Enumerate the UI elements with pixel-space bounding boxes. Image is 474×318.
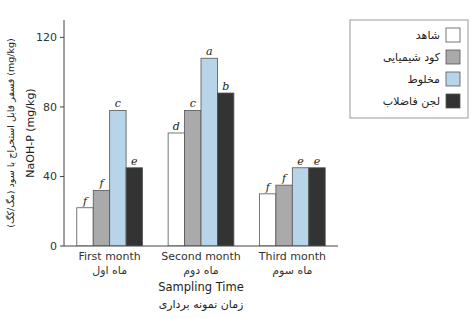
- x-axis-label-fa: زمان نمونه برداری: [159, 298, 244, 311]
- x-tick-label: Third month: [258, 250, 326, 263]
- bar: [309, 168, 325, 246]
- bar: [110, 110, 126, 246]
- bar-annotation: f: [82, 195, 89, 208]
- bar-annotation: a: [206, 45, 213, 58]
- y-axis-label: NaOH-P (mg/kg): [24, 88, 37, 177]
- bar-annotation: f: [281, 172, 288, 185]
- y-tick-label: 40: [43, 170, 57, 183]
- x-category-annotation: ماه اول: [92, 264, 127, 277]
- bar: [77, 208, 93, 246]
- bar-annotation: e: [314, 155, 321, 168]
- bar: [168, 133, 184, 246]
- bar: [276, 185, 292, 246]
- y-tick: [60, 176, 64, 177]
- chart: fdffcfcaeebe04080120First monthSecond mo…: [0, 0, 474, 318]
- legend-swatch: [446, 50, 460, 64]
- x-category-annotation: ماه دوم: [183, 264, 219, 277]
- bar: [259, 194, 275, 246]
- x-axis-line: [64, 246, 338, 247]
- bar-annotation: d: [173, 120, 180, 133]
- legend-label: مخلوط: [408, 73, 441, 86]
- x-tick-label: First month: [78, 250, 140, 263]
- legend-label: شاهد: [416, 29, 440, 42]
- bar: [185, 110, 201, 246]
- bar-annotation: e: [131, 155, 138, 168]
- legend-label: لجن فاضلاب: [383, 95, 440, 108]
- x-axis-label: Sampling Time: [158, 280, 244, 294]
- y-axis-label-fa: (مگ/کگ) فسفر قابل استخراج با سود (mg/kg): [5, 38, 17, 227]
- bar: [201, 58, 217, 246]
- bar: [217, 93, 233, 246]
- y-tick: [60, 37, 64, 38]
- y-tick-label: 80: [43, 101, 57, 114]
- bar: [292, 168, 308, 246]
- y-tick-label: 120: [36, 31, 57, 44]
- plot-area: [77, 58, 325, 246]
- y-axis-line: [64, 20, 65, 246]
- legend: شاهد کود شیمیایی مخلوط لجن فاضلاب: [350, 20, 468, 118]
- x-tick-label: Second month: [161, 250, 241, 263]
- y-tick: [60, 106, 64, 107]
- legend-swatch: [446, 72, 460, 86]
- legend-swatch: [446, 28, 460, 42]
- legend-frame: [350, 20, 468, 118]
- bar-annotation: e: [297, 155, 304, 168]
- legend-swatch: [446, 94, 460, 108]
- bar: [93, 190, 109, 246]
- bar-annotation: c: [190, 97, 196, 110]
- bar-annotation: f: [265, 181, 272, 194]
- bar: [126, 168, 142, 246]
- y-tick-label: 0: [50, 240, 57, 253]
- y-tick: [60, 246, 64, 247]
- legend-label: کود شیمیایی: [383, 51, 441, 64]
- bar-annotation: b: [222, 80, 229, 93]
- x-category-annotation: ماه سوم: [272, 264, 312, 277]
- bar-annotation: c: [115, 97, 121, 110]
- bar-annotation: f: [98, 177, 105, 190]
